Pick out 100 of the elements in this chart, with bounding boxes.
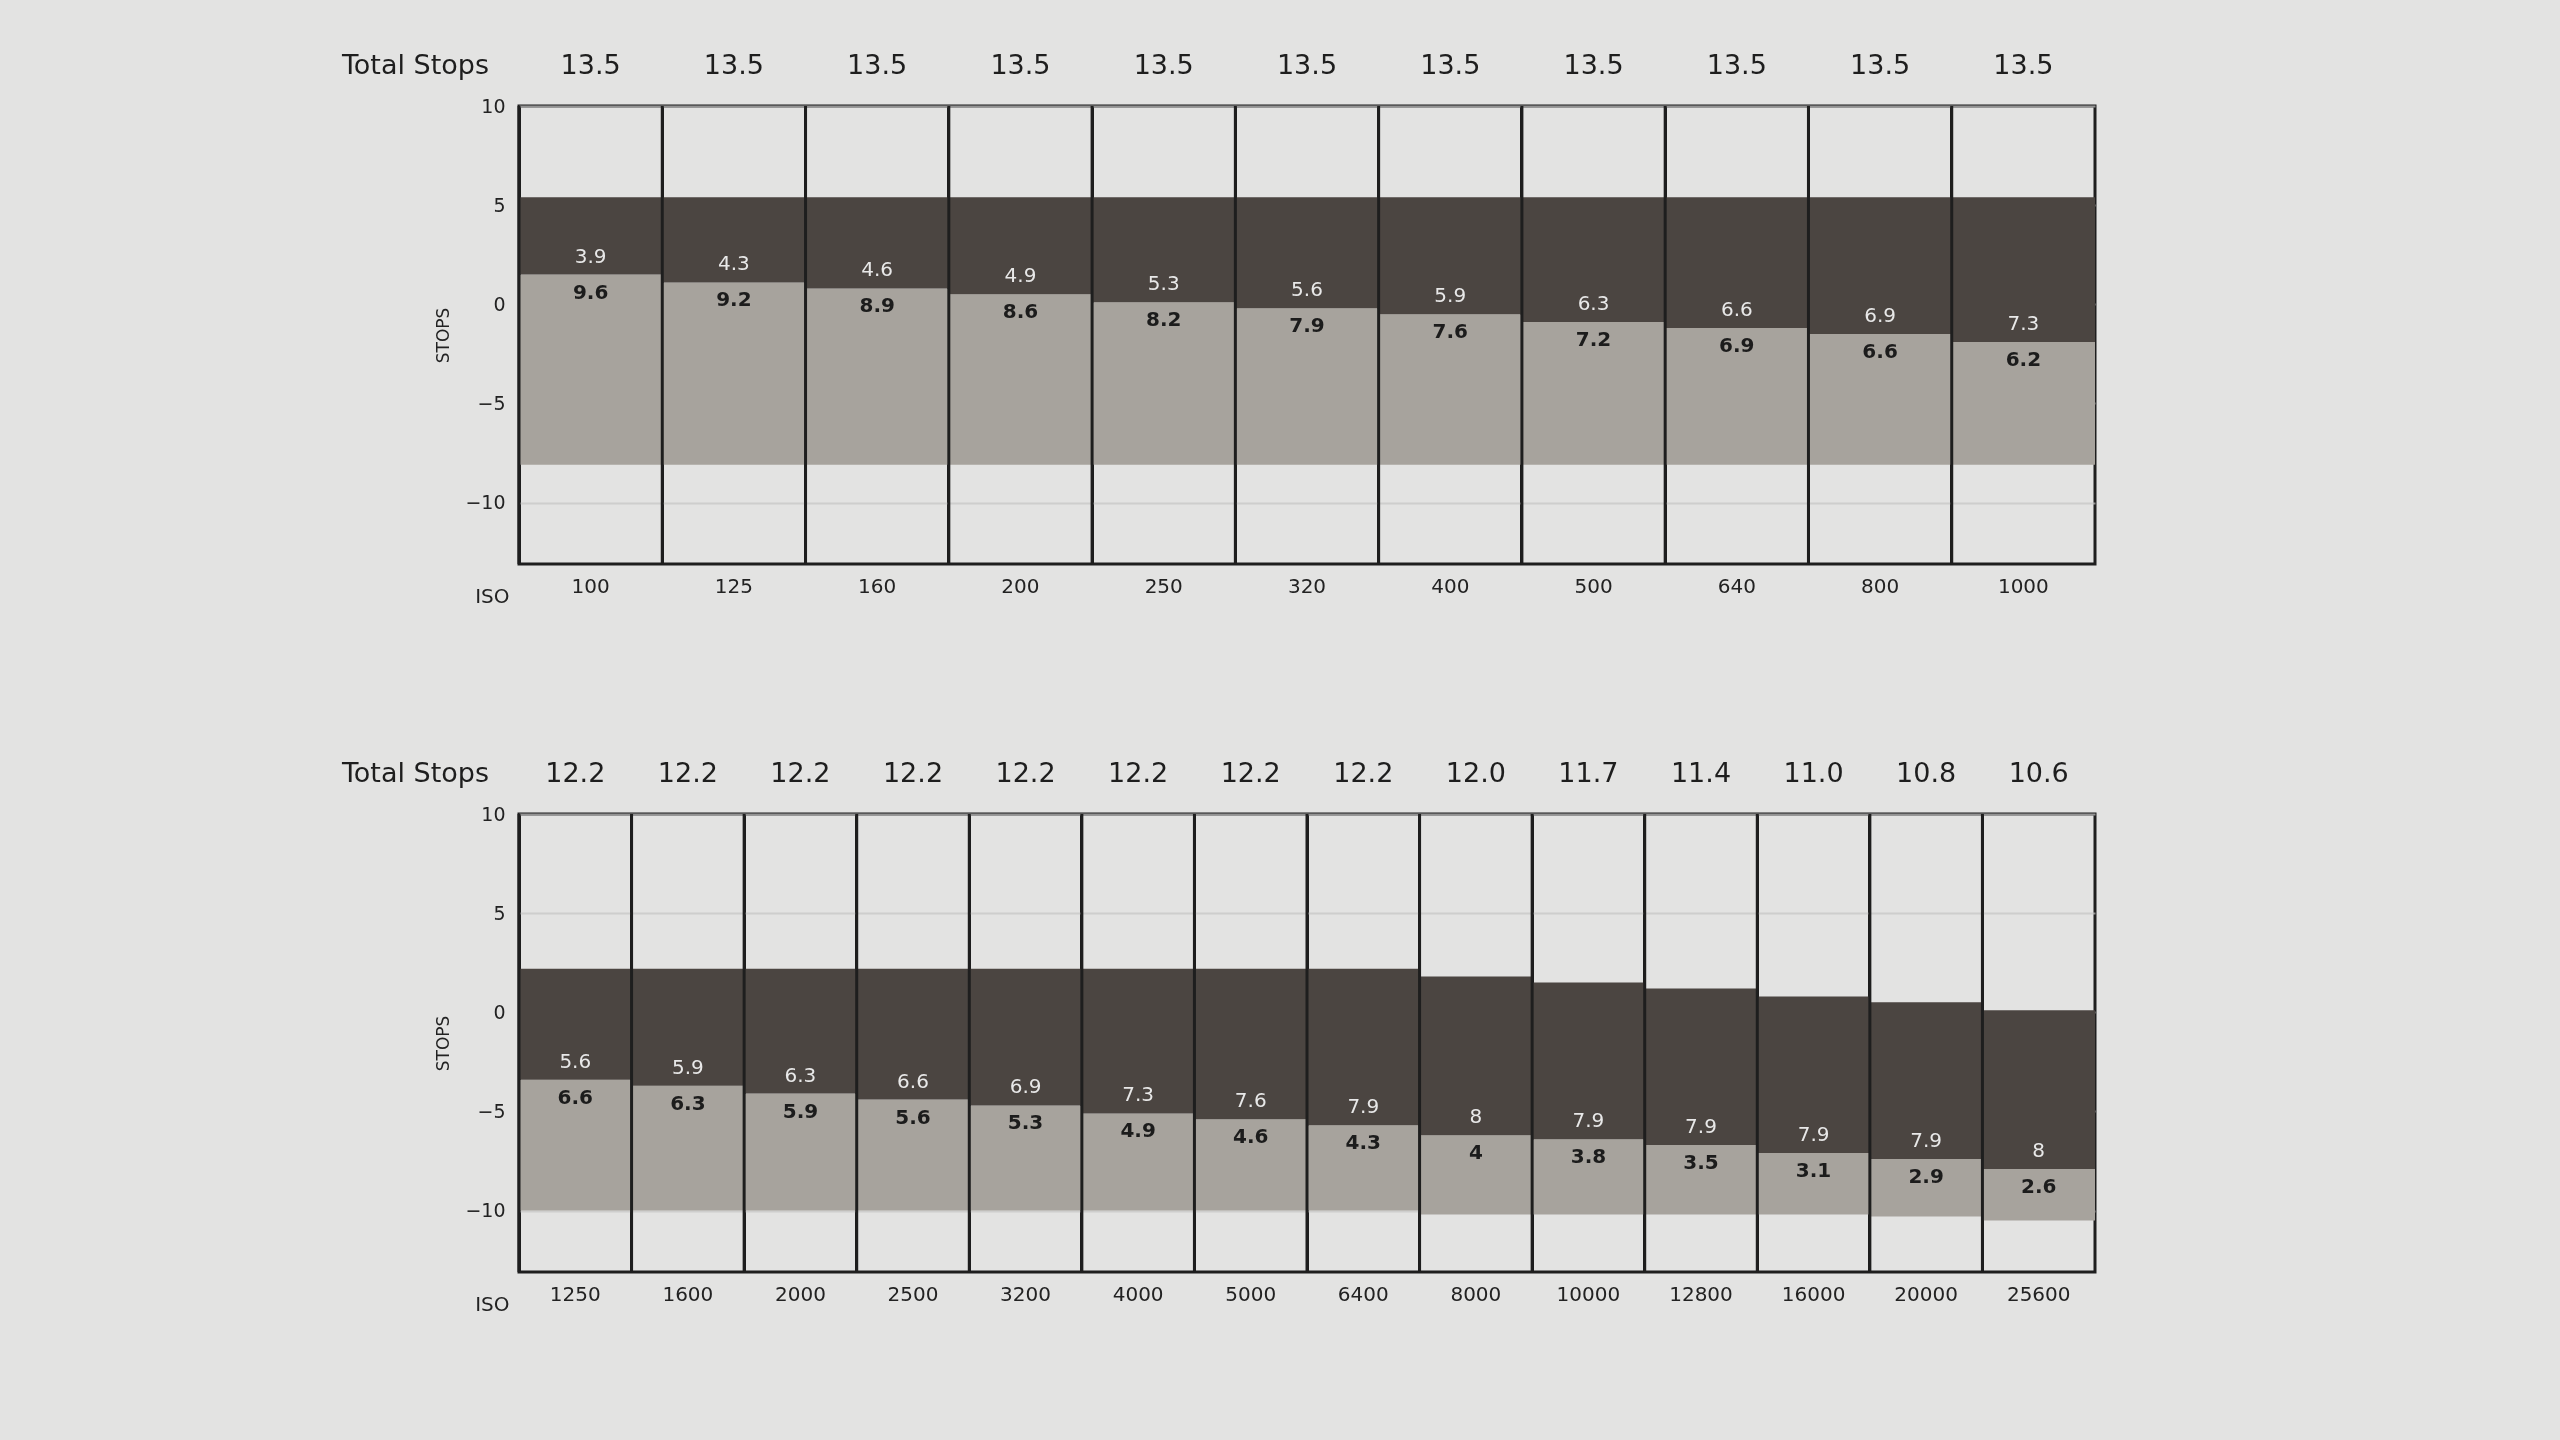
text: 13.5	[990, 49, 1051, 80]
text: 11.0	[1783, 757, 1844, 788]
data-label: 7.9	[1289, 313, 1325, 338]
bar	[662, 282, 806, 465]
data-label: 6.6	[557, 1084, 593, 1109]
bar	[1808, 197, 1952, 335]
text: 12.2	[882, 757, 944, 788]
data-label: 8.6	[1002, 299, 1039, 324]
bar	[1808, 334, 1952, 465]
bar	[1665, 197, 1809, 329]
bar	[519, 197, 663, 275]
data-label: 6.6	[897, 1068, 929, 1093]
data-label: 9.6	[572, 279, 609, 304]
bar	[1378, 197, 1522, 315]
data-label: 5.9	[782, 1098, 819, 1123]
data-label: 5.9	[1434, 283, 1467, 308]
y-tick-label: −10	[465, 491, 506, 514]
bar	[631, 968, 745, 1086]
x-tick-label: 5000	[1225, 1281, 1277, 1306]
x-tick-label: 200	[1001, 573, 1040, 598]
text: 13.5	[847, 49, 908, 80]
data-label: 5.3	[1147, 271, 1180, 296]
text: 13.5	[1276, 49, 1338, 80]
x-axis-title: ISO	[475, 583, 510, 608]
bar	[1307, 1125, 1420, 1211]
bar	[1235, 308, 1379, 465]
bar	[1757, 1153, 1870, 1215]
x-tick-label: 320	[1287, 573, 1327, 598]
data-label: 7.9	[1797, 1122, 1830, 1147]
y-tick-label: 5	[493, 193, 506, 216]
data-label: 3.8	[1570, 1144, 1607, 1169]
data-label: 6.2	[2005, 346, 2042, 371]
y-tick-label: 10	[481, 802, 506, 825]
x-tick-label: 100	[571, 573, 610, 598]
x-axis-title: ISO	[475, 1291, 510, 1316]
bar	[1378, 314, 1522, 465]
x-tick-label: 1600	[662, 1281, 714, 1306]
text: 13.5	[1133, 49, 1194, 80]
data-label: 6.9	[1009, 1074, 1042, 1099]
bar	[1521, 322, 1666, 465]
data-label: 7.9	[1685, 1114, 1717, 1139]
data-label: 8	[1469, 1104, 1483, 1129]
data-label: 7.6	[1432, 319, 1468, 344]
x-tick-label: 800	[1861, 573, 1900, 598]
data-label: 4	[1468, 1140, 1483, 1165]
y-tick-label: −5	[477, 1099, 506, 1122]
text: 13.5	[1706, 49, 1767, 80]
bar	[1982, 1168, 2095, 1221]
bar	[744, 1093, 857, 1211]
bar	[1644, 1145, 1758, 1215]
text: 13.5	[560, 49, 621, 80]
x-tick-label: 1250	[549, 1281, 601, 1306]
x-tick-label: 25600	[2006, 1281, 2071, 1306]
x-tick-label: 250	[1144, 573, 1183, 598]
x-tick-label: 6400	[1337, 1281, 1389, 1306]
data-label: 2.6	[2021, 1173, 2057, 1198]
bar	[1951, 197, 2095, 342]
bar	[856, 968, 970, 1100]
bar	[519, 1079, 632, 1211]
y-tick-label: 5	[493, 901, 506, 924]
x-tick-label: 16000	[1781, 1281, 1846, 1306]
x-tick-label: 4000	[1112, 1281, 1164, 1306]
data-label: 5.6	[895, 1104, 931, 1129]
data-label: 6.6	[1720, 297, 1753, 322]
data-label: 8.2	[1146, 307, 1182, 332]
y-tick-label: 10	[481, 94, 506, 117]
x-tick-label: 10000	[1556, 1281, 1621, 1306]
data-label: 5.3	[1007, 1110, 1044, 1135]
data-label: 6.3	[784, 1062, 817, 1087]
bar	[805, 197, 949, 289]
bar	[969, 968, 1082, 1106]
bar	[1235, 197, 1379, 309]
bar	[805, 288, 949, 465]
text: 13.5	[1850, 49, 1911, 80]
bar	[1869, 1002, 1983, 1159]
bar	[1307, 968, 1420, 1126]
y-tick-label: −5	[477, 391, 506, 414]
bar	[1532, 982, 1645, 1140]
data-label: 7.6	[1234, 1088, 1267, 1113]
x-tick-label: 160	[858, 573, 897, 598]
text: 13.5	[703, 49, 764, 80]
text: 13.5	[1420, 49, 1481, 80]
bar	[1092, 197, 1236, 303]
data-label: 5.6	[559, 1048, 592, 1073]
bar	[1982, 1010, 2095, 1169]
data-label: 6.9	[1864, 303, 1896, 328]
y-axis-title: STOPS	[433, 307, 454, 364]
bar	[1665, 328, 1809, 465]
data-label: 7.9	[1347, 1094, 1380, 1119]
x-tick-label: 500	[1574, 573, 1613, 598]
x-tick-label: 1000	[1997, 573, 2049, 598]
y-axis-title: STOPS	[433, 1015, 454, 1072]
bar	[662, 197, 806, 283]
data-label: 8.9	[859, 293, 895, 318]
data-label: 4.9	[1120, 1118, 1156, 1143]
text: 12.2	[1108, 757, 1169, 788]
text: 12.2	[545, 757, 606, 788]
bar	[948, 294, 1093, 465]
x-tick-label: 12800	[1669, 1281, 1733, 1306]
text: Total Stops	[340, 49, 489, 80]
